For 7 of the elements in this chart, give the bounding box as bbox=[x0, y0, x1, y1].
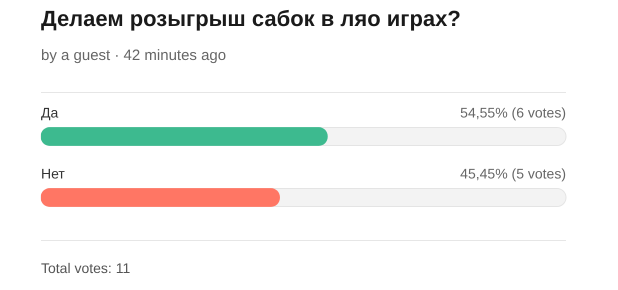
y-tick-label: Нет bbox=[41, 165, 66, 182]
chart-subtitle: by a guest · 42 minutes ago bbox=[41, 47, 226, 64]
text: Total votes: 11 bbox=[41, 260, 130, 276]
data-label: 45,45% (5 votes) bbox=[460, 165, 566, 182]
y-tick-label: Да bbox=[41, 104, 58, 120]
chart-title: Делаем розыгрыш сабок в ляо играх? bbox=[41, 6, 461, 32]
data-label: 54,55% (6 votes) bbox=[460, 104, 566, 120]
